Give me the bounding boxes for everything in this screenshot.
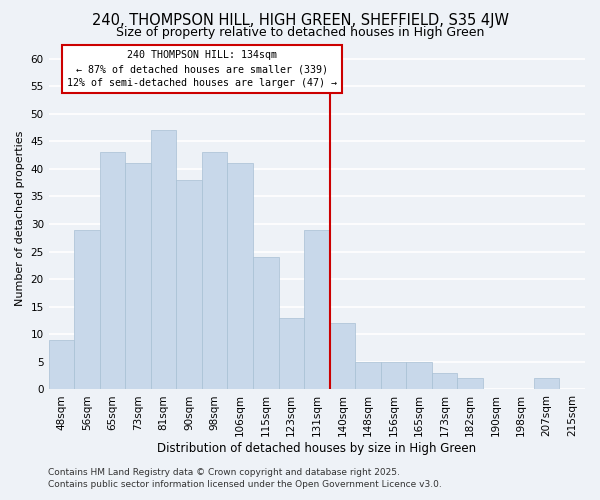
Text: 240, THOMPSON HILL, HIGH GREEN, SHEFFIELD, S35 4JW: 240, THOMPSON HILL, HIGH GREEN, SHEFFIEL… [91,12,509,28]
Y-axis label: Number of detached properties: Number of detached properties [15,131,25,306]
Bar [202,152,227,390]
Bar [100,152,125,390]
Text: 240 THOMPSON HILL: 134sqm
← 87% of detached houses are smaller (339)
12% of semi: 240 THOMPSON HILL: 134sqm ← 87% of detac… [67,50,337,88]
Text: Contains HM Land Registry data © Crown copyright and database right 2025.
Contai: Contains HM Land Registry data © Crown c… [48,468,442,489]
Bar [329,324,355,390]
Bar [304,230,329,390]
Bar [227,164,253,390]
Bar [125,164,151,390]
Bar [176,180,202,390]
Bar [151,130,176,390]
Bar [74,230,100,390]
Text: Size of property relative to detached houses in High Green: Size of property relative to detached ho… [116,26,484,39]
Bar [457,378,483,390]
Bar [406,362,432,390]
X-axis label: Distribution of detached houses by size in High Green: Distribution of detached houses by size … [157,442,476,455]
Bar [355,362,380,390]
Bar [278,318,304,390]
Bar [534,378,559,390]
Bar [253,257,278,390]
Bar [380,362,406,390]
Bar [49,340,74,390]
Bar [432,373,457,390]
